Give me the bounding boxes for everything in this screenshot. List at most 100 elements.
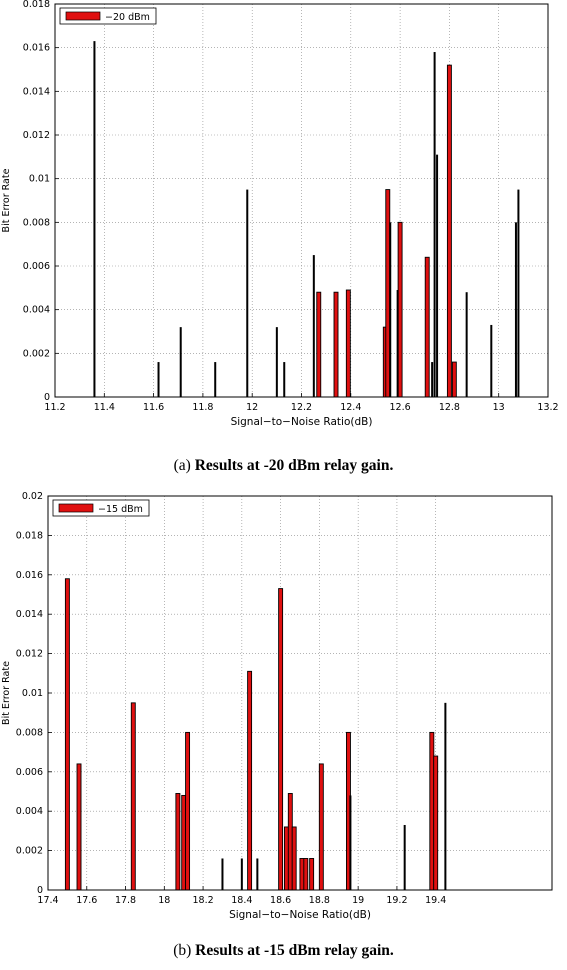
x-tick-label: 13.2 — [537, 402, 558, 413]
y-tick-label: 0.018 — [16, 530, 43, 541]
bar — [157, 362, 160, 397]
bar — [431, 362, 434, 397]
bar — [444, 702, 447, 890]
y-tick-label: 0.008 — [16, 727, 43, 738]
x-tick-label: 17.4 — [37, 895, 58, 906]
x-tick-label: 17.8 — [115, 895, 136, 906]
bar — [333, 291, 339, 398]
x-tick-label: 19 — [352, 895, 364, 906]
y-tick-label: 0.01 — [22, 688, 43, 699]
bar — [429, 731, 435, 891]
y-tick-label: 0.006 — [23, 261, 50, 272]
bar — [247, 670, 253, 891]
bar — [175, 793, 181, 891]
y-tick-label: 0.004 — [23, 305, 50, 316]
bar — [64, 578, 70, 891]
x-tick-label: 18.2 — [192, 895, 213, 906]
bar — [396, 290, 399, 397]
caption-a-text: Results at -20 dBm relay gain. — [194, 457, 394, 474]
bar — [287, 793, 293, 891]
bar — [275, 327, 278, 397]
bar — [291, 826, 297, 891]
x-tick-label: 11.2 — [44, 402, 65, 413]
bar — [433, 755, 439, 891]
y-tick-label: 0.014 — [23, 86, 50, 97]
y-tick-label: 0.01 — [29, 174, 50, 185]
x-tick-label: 18.8 — [309, 895, 330, 906]
bar — [389, 222, 392, 397]
x-tick-label: 17.6 — [76, 895, 97, 906]
y-tick-label: 0.018 — [23, 0, 50, 10]
caption-b-prefix: (b) — [173, 942, 192, 959]
bar — [514, 222, 517, 397]
chart-panel-b: 17.4 17.6 17.8 18 18.2 18.4 18.6 18.8 19 19.2 19.4… — [0, 485, 567, 970]
x-tick-label: 12.8 — [439, 402, 460, 413]
y-tick-label: 0.006 — [16, 767, 43, 778]
bar — [179, 327, 182, 397]
bar — [345, 289, 351, 398]
bar — [256, 858, 259, 890]
x-tick-label: 18.6 — [270, 895, 291, 906]
x-tick-label: 12 — [246, 402, 258, 413]
y-tick-label: 0.012 — [16, 649, 43, 660]
bar — [303, 858, 309, 891]
x-tick-label: 12.2 — [291, 402, 312, 413]
x-tick-label: 19.2 — [386, 895, 407, 906]
chart-b-svg: 17.4 17.6 17.8 18 18.2 18.4 18.6 18.8 19 19.2 19.4… — [1, 491, 553, 921]
bar — [221, 858, 224, 890]
bar — [403, 824, 406, 890]
bar — [433, 52, 436, 398]
legend-swatch — [65, 11, 101, 21]
bar — [309, 858, 315, 891]
bar — [299, 858, 305, 891]
y-tick-label: 0.004 — [16, 806, 43, 817]
y-tick-label: 0.016 — [23, 43, 50, 54]
legend-swatch — [58, 503, 94, 513]
bar — [490, 324, 493, 397]
x-tick-label: 11.8 — [192, 402, 213, 413]
y-tick-label: 0.014 — [16, 609, 43, 620]
bar — [385, 189, 391, 398]
legend-label: −20 dBm — [105, 12, 150, 23]
x-axis-label: Signal−to−Noise Ratio(dB) — [231, 416, 373, 428]
bar — [318, 763, 324, 891]
bar — [446, 64, 452, 398]
bar — [436, 154, 439, 397]
x-tick-label: 18 — [158, 895, 170, 906]
caption-b-text: Results at -15 dBm relay gain. — [195, 942, 394, 959]
bar — [130, 702, 136, 891]
bar — [517, 189, 520, 397]
bar — [181, 794, 187, 891]
caption-b: (b) Results at -15 dBm relay gain. — [0, 942, 567, 960]
bar — [283, 826, 289, 891]
chart-a-svg: 11.2 11.4 11.6 11.8 12 12.2 12.4 12.6 12.8 13 13.2… — [1, 0, 559, 428]
bar — [240, 858, 243, 890]
x-axis-label: Signal−to−Noise Ratio(dB) — [229, 909, 371, 921]
y-tick-label: 0.002 — [23, 348, 50, 359]
caption-a: (a) Results at -20 dBm relay gain. — [0, 457, 567, 475]
bar — [246, 189, 249, 397]
chart-panel-a: 11.2 11.4 11.6 11.8 12 12.2 12.4 12.6 12.8 13 13.2… — [0, 0, 567, 475]
y-tick-label: 0.012 — [23, 130, 50, 141]
bar — [185, 731, 191, 891]
legend-label: −15 dBm — [98, 504, 143, 515]
axes-frame — [54, 3, 549, 398]
bar — [451, 361, 457, 398]
x-tick-label: 12.4 — [340, 402, 361, 413]
y-tick-label: 0.02 — [22, 491, 43, 502]
bar — [316, 291, 322, 398]
bar — [214, 362, 217, 397]
y-axis-label: Bit Error Rate — [1, 661, 12, 725]
bar — [312, 255, 315, 397]
x-tick-label: 12.6 — [390, 402, 411, 413]
x-tick-label: 11.6 — [143, 402, 164, 413]
bar — [349, 795, 352, 890]
bar — [278, 588, 284, 891]
bar — [465, 292, 468, 397]
x-tick-label: 13 — [493, 402, 505, 413]
caption-a-prefix: (a) — [173, 457, 191, 474]
y-tick-label: 0 — [44, 392, 50, 403]
x-tick-label: 19.4 — [425, 895, 446, 906]
y-tick-label: 0 — [37, 885, 43, 896]
y-tick-label: 0.008 — [23, 217, 50, 228]
